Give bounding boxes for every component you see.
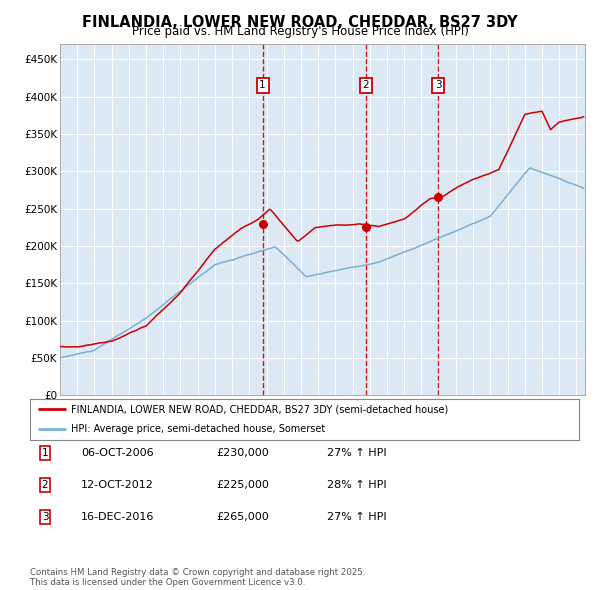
Text: Contains HM Land Registry data © Crown copyright and database right 2025.
This d: Contains HM Land Registry data © Crown c… <box>30 568 365 587</box>
Text: HPI: Average price, semi-detached house, Somerset: HPI: Average price, semi-detached house,… <box>71 424 325 434</box>
Text: 1: 1 <box>259 80 266 90</box>
Text: 06-OCT-2006: 06-OCT-2006 <box>81 448 154 458</box>
Text: £230,000: £230,000 <box>216 448 269 458</box>
Text: FINLANDIA, LOWER NEW ROAD, CHEDDAR, BS27 3DY: FINLANDIA, LOWER NEW ROAD, CHEDDAR, BS27… <box>82 15 518 30</box>
Text: 16-DEC-2016: 16-DEC-2016 <box>81 512 154 522</box>
Text: 3: 3 <box>434 80 442 90</box>
Text: 12-OCT-2012: 12-OCT-2012 <box>81 480 154 490</box>
Text: 27% ↑ HPI: 27% ↑ HPI <box>327 512 386 522</box>
Text: 27% ↑ HPI: 27% ↑ HPI <box>327 448 386 458</box>
Text: FINLANDIA, LOWER NEW ROAD, CHEDDAR, BS27 3DY (semi-detached house): FINLANDIA, LOWER NEW ROAD, CHEDDAR, BS27… <box>71 404 448 414</box>
Text: 1: 1 <box>41 448 49 458</box>
Text: Price paid vs. HM Land Registry's House Price Index (HPI): Price paid vs. HM Land Registry's House … <box>131 25 469 38</box>
Text: £265,000: £265,000 <box>216 512 269 522</box>
Text: 28% ↑ HPI: 28% ↑ HPI <box>327 480 386 490</box>
Text: £225,000: £225,000 <box>216 480 269 490</box>
Text: 2: 2 <box>363 80 370 90</box>
Text: 3: 3 <box>41 512 49 522</box>
Text: 2: 2 <box>41 480 49 490</box>
